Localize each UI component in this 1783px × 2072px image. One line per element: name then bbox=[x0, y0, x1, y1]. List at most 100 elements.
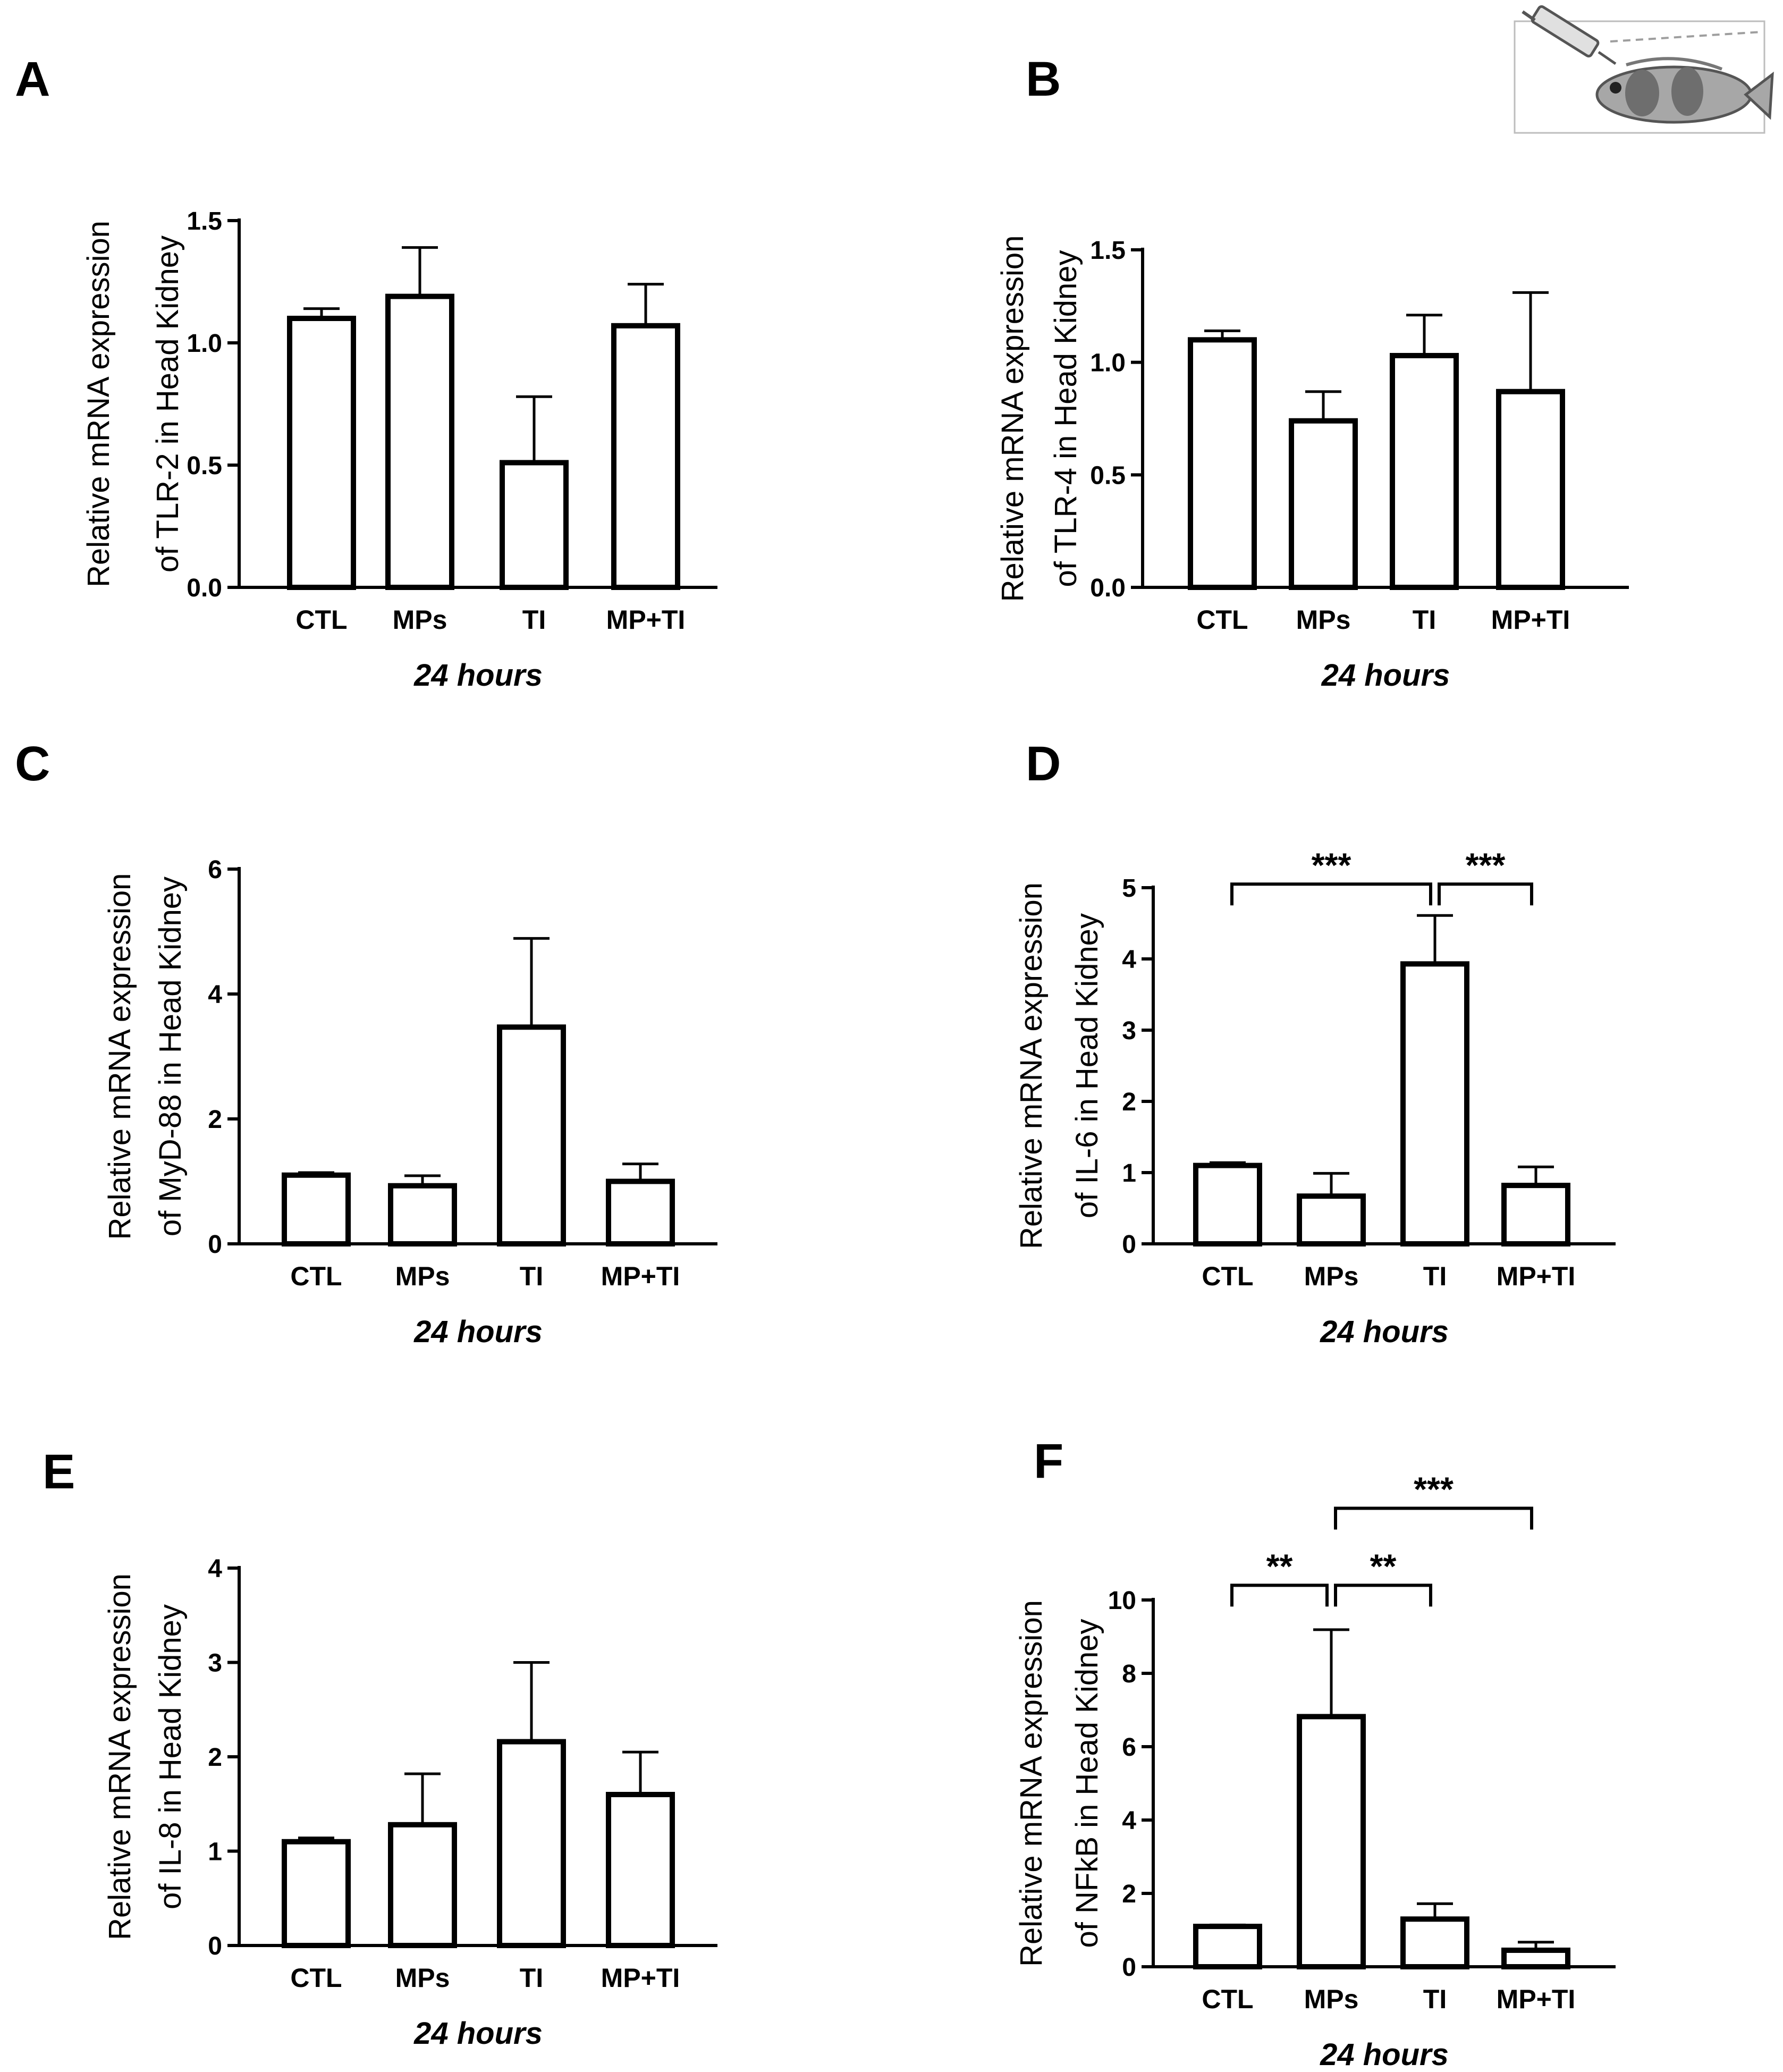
y-tick-label: 0.0 bbox=[1090, 574, 1126, 602]
chart-panel-d: D Relative mRNA expression of IL-6 in Head… bbox=[1014, 737, 1616, 1349]
significance-label: ** bbox=[1266, 1547, 1293, 1585]
y-tick-label: 6 bbox=[1122, 1733, 1136, 1762]
x-axis-label: 24 hours bbox=[413, 2016, 543, 2051]
x-axis-label: 24 hours bbox=[413, 1315, 543, 1349]
bar-ti bbox=[497, 1024, 566, 1247]
y-tick-label: 3 bbox=[208, 1649, 222, 1678]
category-label: CTL bbox=[290, 1963, 342, 1993]
bar-ctl bbox=[1188, 337, 1257, 590]
y-tick-label: 10 bbox=[1108, 1587, 1136, 1615]
y-tick-label: 1 bbox=[1122, 1159, 1136, 1187]
y-tick-label: 4 bbox=[1122, 1807, 1136, 1835]
bar-ctl bbox=[1193, 1163, 1262, 1247]
y-tick-label: 2 bbox=[208, 1106, 222, 1134]
significance-bracket bbox=[1230, 1584, 1329, 1607]
panel-letter: C bbox=[15, 737, 50, 791]
y-tick-label: 1.0 bbox=[1090, 349, 1126, 377]
category-label: MPs bbox=[1304, 1984, 1359, 2014]
x-axis-label: 24 hours bbox=[1320, 1315, 1449, 1349]
bar-mp-ti bbox=[611, 323, 680, 590]
bar-ti bbox=[1400, 961, 1469, 1246]
bar-ti bbox=[500, 460, 569, 591]
y-tick-label: 1 bbox=[208, 1838, 222, 1866]
bar-mp-ti bbox=[1501, 1183, 1570, 1247]
significance-label: *** bbox=[1466, 846, 1506, 884]
category-label: CTL bbox=[290, 1261, 342, 1291]
category-label: MPs bbox=[1296, 605, 1351, 635]
y-tick-label: 5 bbox=[1122, 874, 1136, 903]
y-tick-label: 4 bbox=[208, 981, 222, 1009]
bar-mps bbox=[385, 293, 454, 590]
bar-mps bbox=[1297, 1193, 1366, 1246]
category-label: CTL bbox=[1202, 1984, 1253, 2014]
y-tick-label: 0 bbox=[208, 1932, 222, 1960]
chart-panel-b: B Relative mRNA expression of TLR-4 in Hea… bbox=[995, 52, 1629, 693]
y-axis-label: of TLR-2 in Head Kidney bbox=[150, 235, 185, 572]
panel-letter: E bbox=[43, 1445, 75, 1499]
category-label: CTL bbox=[1202, 1261, 1253, 1291]
category-label: TI bbox=[522, 605, 546, 635]
significance-label: *** bbox=[1312, 846, 1351, 884]
y-tick-label: 0.0 bbox=[187, 574, 222, 602]
y-axis-label: Relative mRNA expression bbox=[995, 235, 1030, 602]
category-label: TI bbox=[520, 1963, 543, 1993]
y-tick-label: 0 bbox=[1122, 1231, 1136, 1259]
bar-ti bbox=[1400, 1916, 1469, 1970]
panel-letter: B bbox=[1026, 52, 1061, 106]
y-tick-label: 0.5 bbox=[1090, 461, 1126, 490]
chart-panel-f: F Relative mRNA expression of NFkB in Head… bbox=[1014, 1434, 1616, 2072]
significance-bracket bbox=[1334, 1584, 1432, 1607]
category-label: MP+TI bbox=[606, 605, 686, 635]
y-axis-label: of IL-6 in Head Kidney bbox=[1070, 913, 1104, 1218]
y-axis-label: of NFkB in Head Kidney bbox=[1070, 1619, 1104, 1948]
category-label: TI bbox=[520, 1261, 543, 1291]
category-label: MP+TI bbox=[1497, 1984, 1576, 2014]
category-label: MPs bbox=[1304, 1261, 1359, 1291]
y-tick-label: 1.0 bbox=[187, 330, 222, 358]
bar-mps bbox=[388, 1822, 457, 1949]
y-tick-label: 4 bbox=[1122, 946, 1136, 974]
bar-ctl bbox=[282, 1172, 351, 1246]
chart-panel-a: A Relative mRNA expression of TLR-2 in Hea… bbox=[15, 52, 717, 693]
chart-panel-e: E Relative mRNA expression of IL-8 in Head… bbox=[43, 1445, 717, 2051]
bar-mps bbox=[1289, 418, 1358, 590]
category-label: TI bbox=[1413, 605, 1436, 635]
fish-injection-illustration bbox=[1514, 5, 1774, 134]
significance-bracket bbox=[1438, 882, 1533, 906]
y-tick-label: 8 bbox=[1122, 1660, 1136, 1688]
category-label: MP+TI bbox=[601, 1261, 680, 1291]
y-tick-label: 0 bbox=[208, 1231, 222, 1259]
bar-mps bbox=[1297, 1714, 1366, 1969]
category-label: MP+TI bbox=[1491, 605, 1570, 635]
x-axis-label: 24 hours bbox=[1320, 2037, 1449, 2072]
category-label: MPs bbox=[395, 1261, 450, 1291]
significance-bracket bbox=[1230, 882, 1432, 906]
y-axis-label: of MyD-88 in Head Kidney bbox=[153, 877, 188, 1236]
fish-icon bbox=[1595, 57, 1774, 124]
bar-ti bbox=[497, 1739, 566, 1949]
bar-mps bbox=[388, 1183, 457, 1247]
y-axis-label: of TLR-4 in Head Kidney bbox=[1049, 250, 1083, 587]
y-tick-label: 2 bbox=[208, 1743, 222, 1772]
bar-mp-ti bbox=[1496, 389, 1565, 590]
category-label: MP+TI bbox=[601, 1963, 680, 1993]
y-tick-label: 2 bbox=[1122, 1880, 1136, 1908]
bar-mp-ti bbox=[606, 1792, 675, 1948]
y-tick-label: 0 bbox=[1122, 1953, 1136, 1982]
y-axis-label: Relative mRNA expression bbox=[1014, 882, 1049, 1249]
category-label: MPs bbox=[395, 1963, 450, 1993]
x-axis-label: 24 hours bbox=[413, 658, 543, 693]
bar-mp-ti bbox=[1501, 1947, 1570, 1969]
bar-ti bbox=[1390, 352, 1459, 590]
category-label: MPs bbox=[393, 605, 447, 635]
panel-letter: A bbox=[15, 52, 50, 106]
significance-label: *** bbox=[1414, 1470, 1454, 1509]
panel-letter: F bbox=[1034, 1434, 1063, 1488]
panel-letter: D bbox=[1026, 737, 1061, 791]
y-tick-label: 4 bbox=[208, 1555, 222, 1583]
significance-label: ** bbox=[1370, 1547, 1397, 1585]
category-label: TI bbox=[1423, 1984, 1447, 2014]
y-axis-label: of IL-8 in Head Kidney bbox=[153, 1604, 188, 1909]
chart-panel-c: C Relative mRNA expression of MyD-88 in He… bbox=[15, 737, 717, 1349]
